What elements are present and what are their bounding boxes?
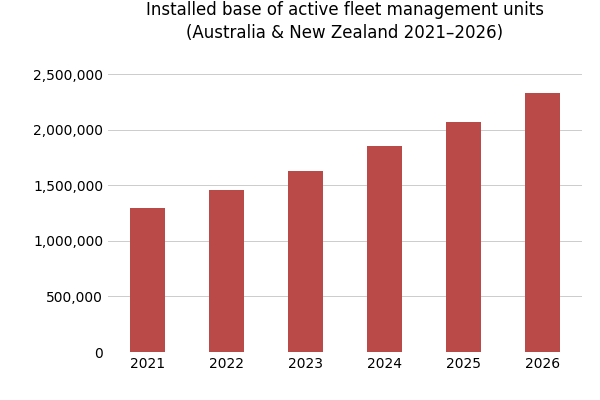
- Bar: [446, 122, 481, 352]
- Title: Installed base of active fleet management units
(Australia & New Zealand 2021–20: Installed base of active fleet managemen…: [146, 0, 544, 42]
- Bar: [287, 171, 323, 352]
- Bar: [209, 190, 244, 352]
- Bar: [525, 93, 560, 352]
- Bar: [130, 208, 165, 352]
- Bar: [367, 146, 403, 352]
